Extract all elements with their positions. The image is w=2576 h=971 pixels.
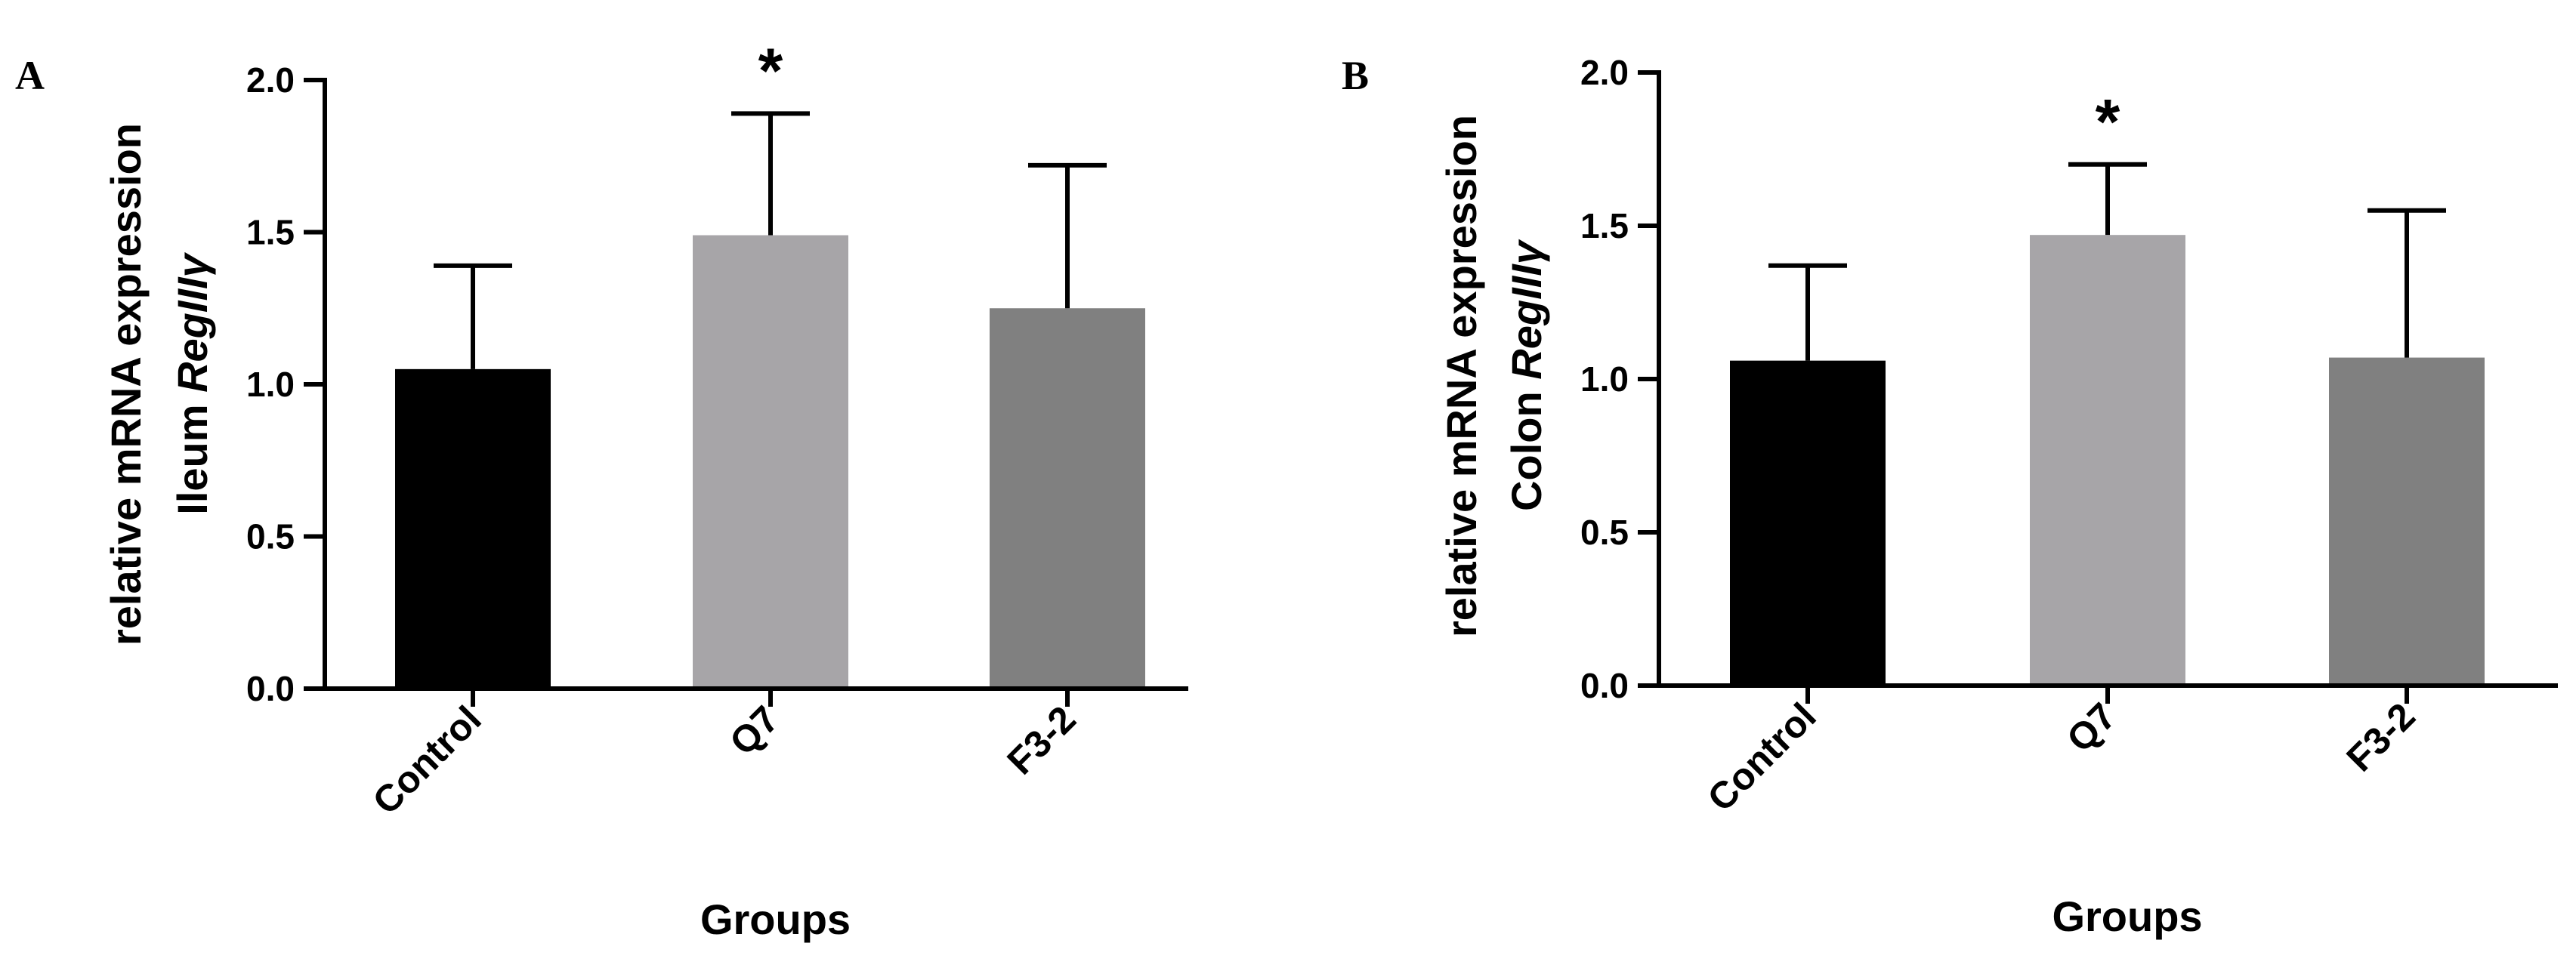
y-tick-label: 0.5 [246, 517, 295, 556]
y-axis-title-part: relative mRNA expression [1438, 115, 1485, 637]
bar-f3-2 [990, 308, 1145, 689]
y-axis-title-line: relative mRNA expression [102, 123, 150, 646]
x-axis-title: Groups [700, 895, 851, 943]
y-tick-label: 1.5 [246, 213, 295, 252]
panel-b: B * 0.0 0.5 1.0 1.5 2.0 Control Q7 F3-2 Groups Colo… [1342, 53, 2558, 940]
y-axis-title-part: RegIIIγ [168, 251, 216, 392]
bar-f3-2 [2329, 357, 2485, 686]
y-tick-label: 2.0 [246, 60, 295, 100]
error-bar-f3-2 [1028, 162, 1107, 309]
y-axis-title-part: Colon [1503, 380, 1550, 511]
error-bar-f3-2 [2368, 208, 2446, 358]
x-tick-label: Q7 [2059, 695, 2124, 760]
x-tick-label: Control [1700, 695, 1824, 819]
y-tick-label: 1.0 [246, 365, 295, 404]
y-tick-label: 1.5 [1580, 206, 1629, 245]
y-tick-label: 1.0 [1580, 359, 1629, 399]
y-tick-label: 0.0 [246, 669, 295, 708]
x-tick-label: F3-2 [999, 698, 1083, 782]
x-tick-label: F3-2 [2338, 695, 2423, 779]
panel-label: A [15, 53, 45, 98]
panel-label: B [1342, 53, 1369, 98]
error-bar-q7 [731, 111, 810, 236]
y-tick-label: 2.0 [1580, 53, 1629, 92]
y-axis-title-line: Colon RegIIIγ [1503, 239, 1550, 511]
bar-control [395, 368, 551, 689]
error-bar-q7 [2068, 162, 2147, 236]
error-bar-control [434, 263, 512, 369]
bar-q7 [2030, 235, 2185, 686]
bar-control [1730, 360, 1886, 686]
y-axis-title-line: Ileum RegIIIγ [168, 251, 216, 514]
y-axis-title-part: RegIIIγ [1503, 239, 1550, 379]
x-axis-title: Groups [2052, 892, 2202, 940]
bar-q7 [693, 235, 848, 689]
y-axis-title-line: relative mRNA expression [1438, 115, 1485, 637]
x-tick-label: Control [365, 698, 490, 822]
y-tick-label: 0.0 [1580, 666, 1629, 705]
significance-star: * [758, 35, 783, 106]
y-axis-title-part: Ileum [168, 393, 216, 515]
y-tick-label: 0.5 [1580, 513, 1629, 552]
significance-star: * [2096, 86, 2120, 157]
y-axis-title-part: relative mRNA expression [102, 123, 150, 646]
error-bar-control [1768, 263, 1847, 361]
x-tick-label: Q7 [721, 698, 787, 763]
panel-a: A * 0.0 0.5 1.0 1.5 2.0 Control Q7 F3-2 Groups Ileu… [15, 35, 1188, 943]
